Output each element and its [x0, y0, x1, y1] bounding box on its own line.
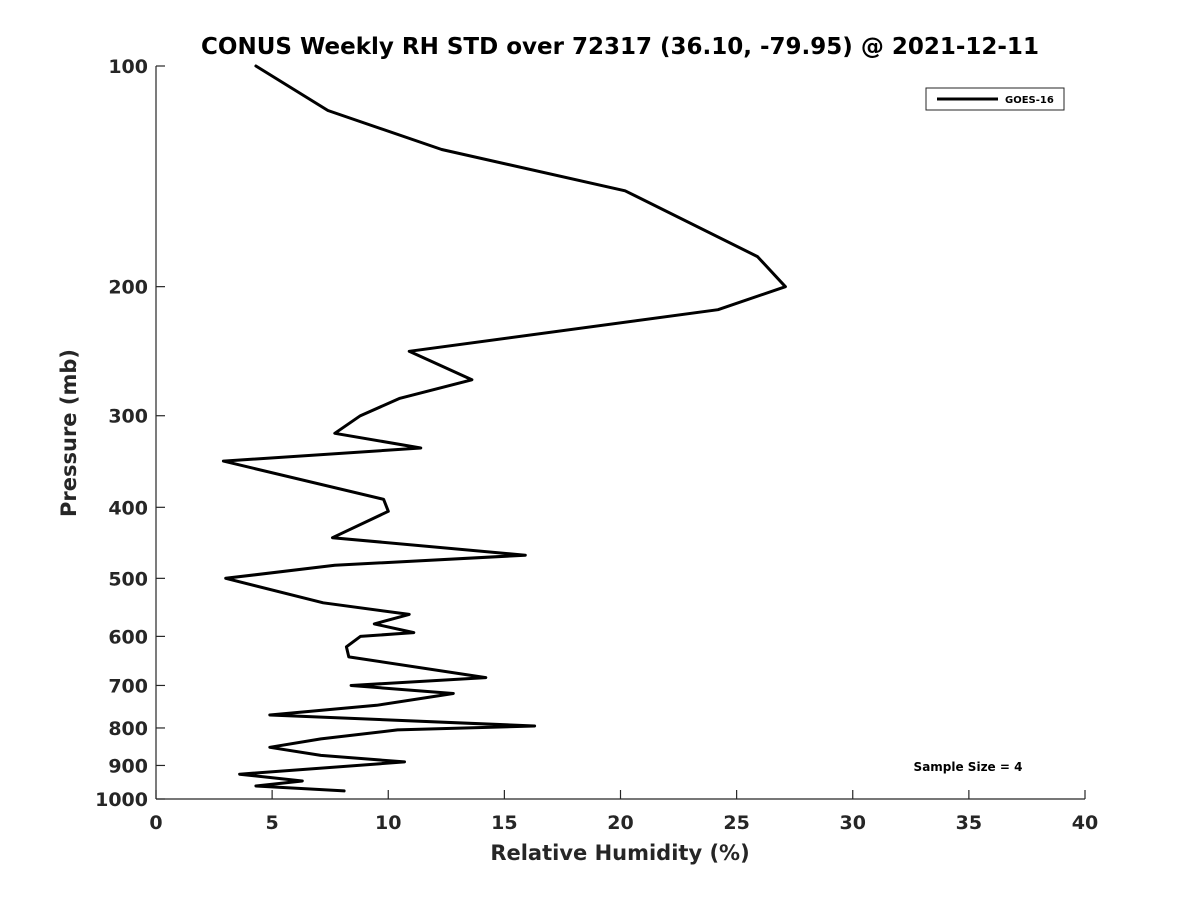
x-tick-label: 20	[607, 812, 633, 834]
x-tick-label: 5	[266, 812, 279, 834]
x-tick-label: 40	[1072, 812, 1098, 834]
y-tick-label: 800	[108, 718, 148, 740]
legend: GOES-16	[925, 87, 1065, 111]
y-axis-label: Pressure (mb)	[57, 349, 81, 517]
plot-area: 0 5 10 15 20 25 30 35 40 100 200 300 400 500 600 700 80…	[95, 56, 1098, 834]
y-tick-label: 100	[108, 56, 148, 78]
y-tick-label: 400	[108, 497, 148, 519]
y-tick-label: 500	[108, 568, 148, 590]
y-tick-label: 900	[108, 755, 148, 777]
x-tick-label: 15	[491, 812, 517, 834]
x-tick-label: 30	[840, 812, 866, 834]
series-line-goes-16	[221, 64, 787, 793]
y-tick-label: 300	[108, 406, 148, 428]
x-ticks: 0 5 10 15 20 25 30 35 40	[149, 790, 1098, 834]
x-tick-label: 10	[375, 812, 401, 834]
x-tick-label: 35	[956, 812, 982, 834]
legend-label: GOES-16	[1005, 95, 1054, 106]
x-axis-label: Relative Humidity (%)	[490, 841, 749, 865]
y-tick-label: 200	[108, 277, 148, 299]
sample-size-annotation: Sample Size = 4	[914, 760, 1023, 774]
y-tick-label: 700	[108, 675, 148, 697]
y-ticks: 100 200 300 400 500 600 700 800 900 1000	[95, 56, 165, 811]
y-tick-label: 1000	[95, 789, 148, 811]
x-tick-label: 0	[149, 812, 162, 834]
chart-title: CONUS Weekly RH STD over 72317 (36.10, -…	[201, 34, 1039, 60]
y-tick-label: 600	[108, 626, 148, 648]
x-tick-label: 25	[723, 812, 749, 834]
